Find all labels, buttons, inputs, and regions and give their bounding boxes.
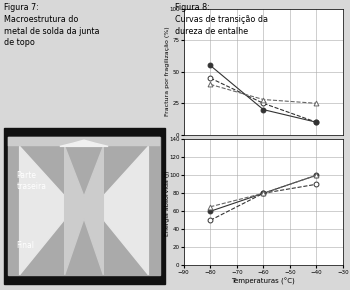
Text: Figura 8:
Curvas de transição da
dureza de entalhe: Figura 8: Curvas de transição da dureza … <box>175 3 268 35</box>
Text: Parte
traseira: Parte traseira <box>16 171 47 191</box>
Text: Final: Final <box>16 240 34 250</box>
Bar <box>8 137 160 275</box>
Text: Figura 7:
Macroestrutura do
metal de solda da junta
de topo: Figura 7: Macroestrutura do metal de sol… <box>4 3 99 47</box>
Text: Energia absorvida (J): Energia absorvida (J) <box>166 170 170 236</box>
Bar <box>8 137 160 146</box>
Polygon shape <box>60 140 108 146</box>
Text: Fractura por fragilização (%): Fractura por fragilização (%) <box>166 26 170 116</box>
Polygon shape <box>65 146 103 275</box>
X-axis label: Temperaturas (°C): Temperaturas (°C) <box>231 277 295 284</box>
Polygon shape <box>20 146 148 275</box>
